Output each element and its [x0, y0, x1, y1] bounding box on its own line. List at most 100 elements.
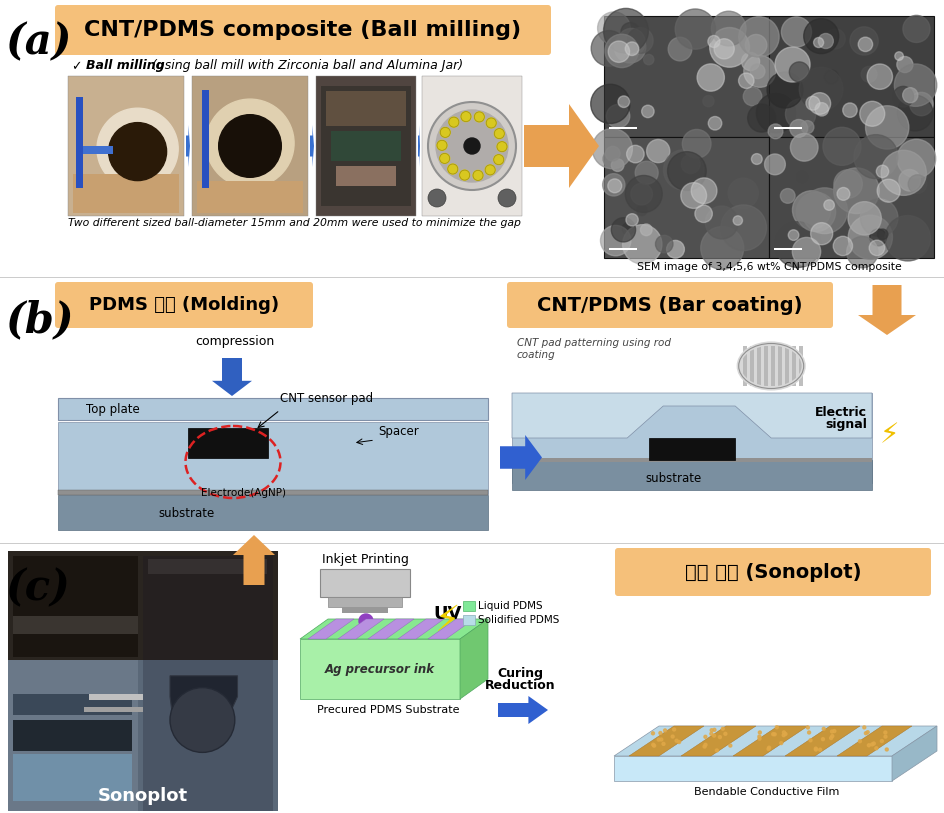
- Circle shape: [741, 52, 759, 71]
- Bar: [320, 569, 410, 597]
- Circle shape: [435, 110, 508, 182]
- Circle shape: [497, 141, 506, 152]
- Circle shape: [767, 746, 769, 750]
- Bar: [649, 438, 734, 460]
- Circle shape: [710, 728, 713, 732]
- Circle shape: [747, 104, 775, 132]
- Circle shape: [494, 128, 504, 138]
- Polygon shape: [681, 726, 755, 756]
- Circle shape: [720, 205, 766, 250]
- Circle shape: [836, 188, 849, 200]
- Circle shape: [780, 189, 794, 203]
- Circle shape: [603, 8, 648, 53]
- Circle shape: [646, 140, 669, 163]
- Polygon shape: [186, 125, 190, 167]
- Circle shape: [767, 72, 802, 108]
- Bar: [188, 428, 268, 458]
- Polygon shape: [367, 619, 413, 639]
- Polygon shape: [310, 125, 313, 167]
- Circle shape: [784, 733, 786, 736]
- Circle shape: [700, 227, 743, 269]
- Text: ⚡: ⚡: [434, 604, 460, 638]
- Text: ⚡: ⚡: [879, 421, 899, 449]
- Circle shape: [767, 747, 769, 750]
- Circle shape: [829, 737, 832, 740]
- Circle shape: [707, 116, 721, 130]
- Bar: [8, 660, 278, 811]
- Circle shape: [602, 174, 624, 196]
- Bar: [799, 346, 802, 386]
- Circle shape: [808, 739, 811, 741]
- Bar: [791, 346, 796, 386]
- Text: substrate: substrate: [158, 506, 214, 520]
- Circle shape: [611, 159, 623, 172]
- Circle shape: [643, 54, 653, 65]
- Circle shape: [805, 726, 808, 729]
- Circle shape: [493, 154, 503, 164]
- Text: SEM image of 3,4,5,6 wt% CNT/PDMS composite: SEM image of 3,4,5,6 wt% CNT/PDMS compos…: [636, 262, 901, 272]
- Circle shape: [894, 52, 902, 60]
- Circle shape: [822, 128, 860, 165]
- Bar: [756, 346, 761, 386]
- Circle shape: [767, 124, 782, 139]
- Polygon shape: [417, 125, 419, 167]
- Bar: [603, 16, 768, 137]
- Circle shape: [880, 740, 883, 742]
- Circle shape: [774, 222, 820, 267]
- Circle shape: [883, 731, 885, 734]
- Polygon shape: [784, 726, 859, 756]
- Circle shape: [447, 164, 457, 174]
- Bar: [330, 131, 400, 161]
- Text: substrate: substrate: [645, 472, 701, 485]
- Circle shape: [170, 688, 234, 752]
- Polygon shape: [836, 726, 911, 756]
- Bar: [512, 460, 871, 490]
- Bar: [764, 346, 767, 386]
- Circle shape: [796, 172, 807, 182]
- Bar: [143, 660, 272, 811]
- Bar: [315, 76, 415, 216]
- Circle shape: [497, 189, 515, 207]
- Circle shape: [473, 171, 482, 180]
- Circle shape: [885, 215, 930, 261]
- Circle shape: [859, 102, 884, 126]
- Circle shape: [617, 96, 629, 107]
- Circle shape: [764, 154, 784, 175]
- Circle shape: [599, 225, 631, 256]
- Polygon shape: [299, 639, 460, 699]
- Circle shape: [871, 742, 874, 745]
- Circle shape: [709, 733, 712, 735]
- Circle shape: [902, 88, 917, 102]
- Circle shape: [779, 741, 782, 745]
- Bar: [773, 248, 801, 250]
- Circle shape: [672, 728, 675, 731]
- Circle shape: [803, 19, 838, 54]
- Circle shape: [486, 118, 496, 128]
- Circle shape: [818, 748, 820, 751]
- Circle shape: [712, 734, 715, 737]
- Circle shape: [847, 202, 881, 235]
- Circle shape: [690, 178, 716, 203]
- Circle shape: [626, 146, 644, 163]
- Text: Spacer: Spacer: [378, 425, 418, 438]
- Bar: [768, 137, 933, 258]
- Circle shape: [833, 237, 851, 255]
- Circle shape: [821, 728, 824, 730]
- Text: CNT/PDMS (Bar coating): CNT/PDMS (Bar coating): [537, 295, 801, 315]
- Circle shape: [774, 47, 809, 82]
- Bar: [83, 707, 143, 712]
- Circle shape: [670, 735, 673, 738]
- Circle shape: [787, 230, 798, 241]
- Circle shape: [801, 120, 813, 133]
- Circle shape: [902, 15, 929, 42]
- Circle shape: [440, 128, 449, 137]
- Bar: [58, 495, 487, 530]
- Circle shape: [625, 214, 637, 226]
- Circle shape: [662, 742, 665, 746]
- Circle shape: [810, 223, 832, 245]
- Circle shape: [857, 37, 871, 51]
- Circle shape: [702, 95, 714, 107]
- Circle shape: [634, 161, 657, 185]
- Text: Liquid PDMS: Liquid PDMS: [478, 601, 542, 611]
- Polygon shape: [397, 619, 444, 639]
